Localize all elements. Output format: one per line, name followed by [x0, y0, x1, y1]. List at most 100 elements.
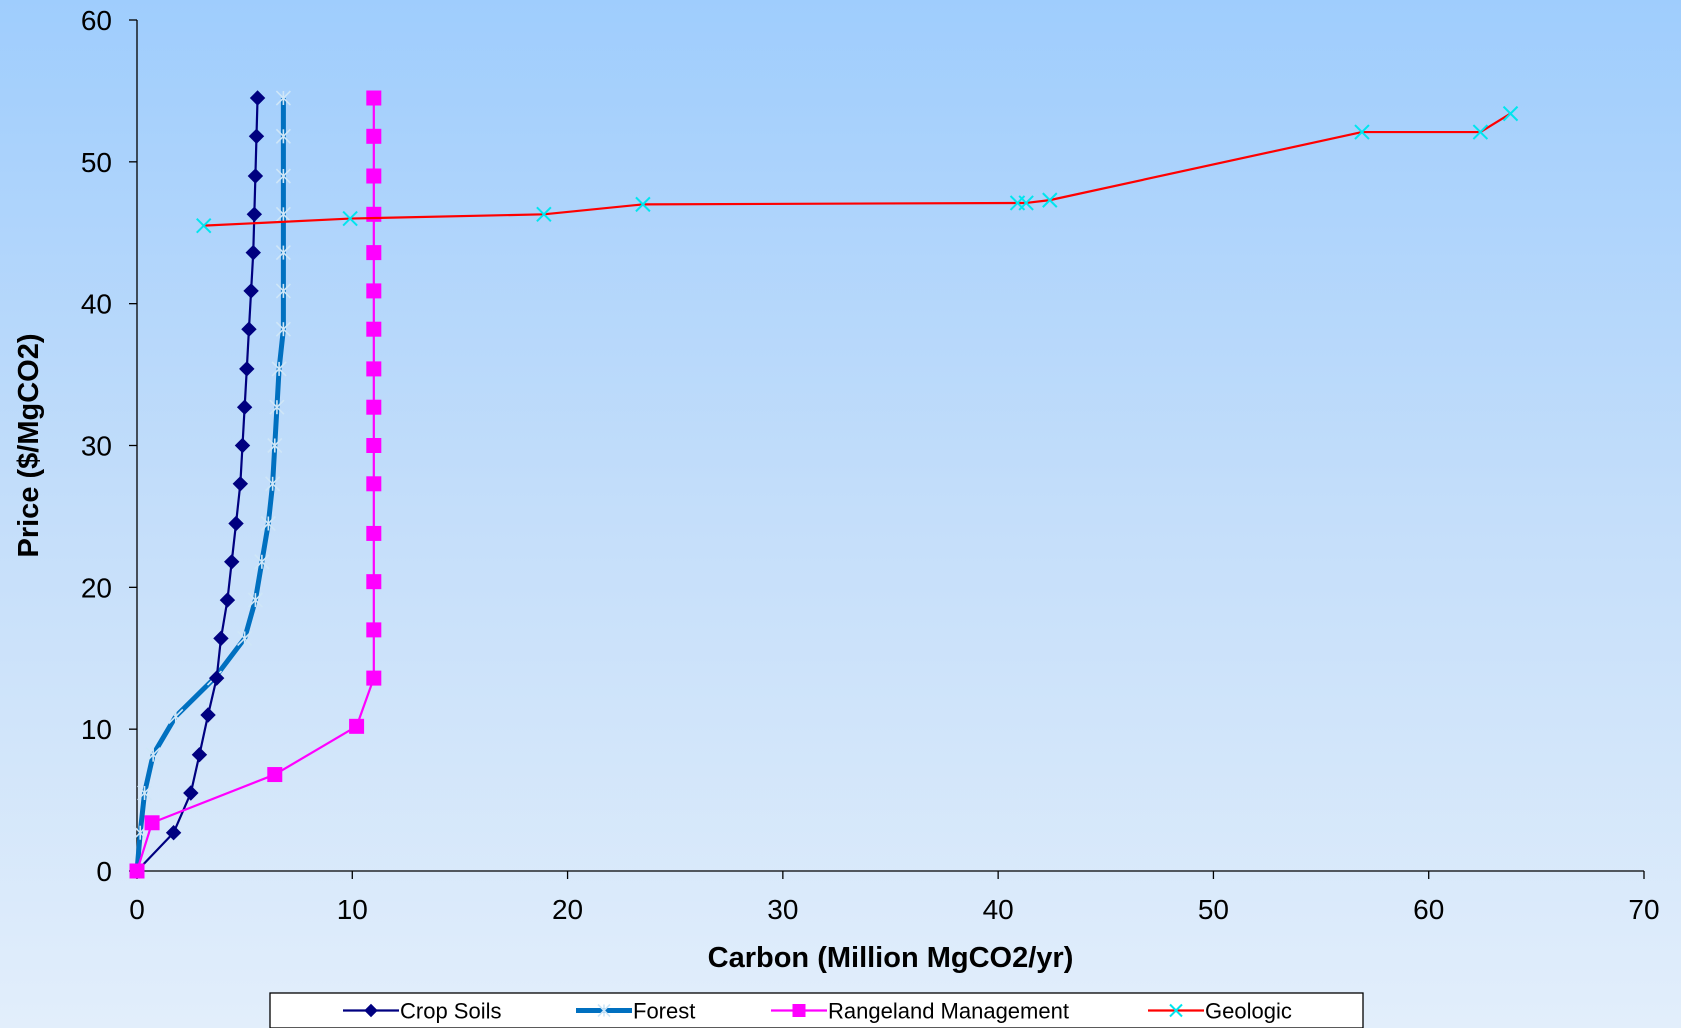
series-rangeland-management	[129, 90, 382, 879]
square-marker	[366, 90, 382, 106]
legend-label: Rangeland Management	[828, 999, 1069, 1024]
square-marker	[129, 863, 145, 879]
star-marker	[275, 206, 291, 222]
series-geologic	[196, 105, 1519, 234]
square-marker	[366, 525, 382, 541]
diamond-marker	[236, 399, 253, 415]
square-marker	[792, 1004, 806, 1017]
diamond-marker	[213, 630, 229, 647]
diamond-marker	[165, 824, 182, 841]
x-marker-stroke	[1018, 195, 1034, 211]
x-marker-stroke	[1502, 105, 1519, 122]
square-marker	[144, 815, 160, 831]
star-marker	[597, 1003, 611, 1018]
series-line	[203, 112, 1512, 227]
x-marker	[342, 210, 358, 227]
star-marker	[136, 785, 153, 801]
star-marker	[275, 321, 291, 337]
x-tick-label: 20	[552, 894, 583, 925]
diamond-marker	[183, 785, 199, 801]
x-marker-stroke	[1354, 124, 1370, 140]
square-marker	[267, 767, 283, 783]
y-tick-label: 30	[81, 431, 112, 462]
square-marker	[366, 438, 382, 453]
y-tick-label: 20	[81, 572, 112, 603]
x-marker-stroke	[635, 196, 651, 213]
y-tick-label: 10	[81, 714, 112, 745]
legend-item: Forest	[576, 999, 695, 1024]
diamond-marker	[228, 515, 244, 532]
y-tick-label: 40	[81, 289, 112, 320]
legend-label: Geologic	[1205, 999, 1292, 1024]
diamond-marker	[246, 206, 263, 223]
star-marker	[275, 168, 291, 184]
star-marker	[247, 592, 263, 608]
star-marker	[267, 437, 283, 454]
star-marker	[275, 245, 291, 261]
square-marker	[366, 399, 382, 415]
star-marker	[260, 515, 276, 532]
legend-label: Forest	[633, 999, 695, 1024]
x-marker	[1472, 124, 1489, 140]
x-tick-label: 30	[767, 894, 798, 925]
x-tick-label: 60	[1413, 894, 1444, 925]
star-marker	[271, 361, 287, 377]
diamond-marker	[247, 168, 264, 184]
legend-item: Rangeland Management	[771, 999, 1069, 1024]
square-marker	[366, 168, 382, 184]
x-marker	[1042, 192, 1058, 208]
y-tick-label: 50	[81, 147, 112, 178]
x-marker-stroke	[536, 206, 552, 223]
x-tick-label: 70	[1628, 894, 1659, 925]
axes: 0 10 20 30 40 50 60 0 10 20 30 40 50 60 70	[81, 5, 1660, 925]
diamond-marker	[364, 1003, 378, 1018]
x-marker-stroke	[1169, 1003, 1183, 1018]
star-marker	[168, 708, 184, 724]
legend: Crop Soils Forest Rangeland Management Geol…	[269, 992, 1364, 1028]
star-marker	[275, 90, 291, 106]
x-marker-stroke	[1472, 124, 1489, 140]
y-tick-label: 0	[96, 856, 112, 887]
x-tick-label: 50	[1198, 894, 1229, 925]
x-marker-stroke	[342, 210, 358, 227]
x-tick-label: 40	[983, 894, 1014, 925]
diamond-marker	[200, 707, 216, 723]
diamond-marker	[245, 244, 261, 261]
square-marker	[366, 245, 382, 261]
series-forest	[129, 90, 291, 879]
x-marker	[1502, 105, 1519, 122]
series-layer	[129, 90, 1519, 879]
square-marker	[366, 128, 382, 144]
diamond-marker	[232, 476, 249, 492]
legend-item: Crop Soils	[343, 999, 501, 1024]
x-marker	[1169, 1003, 1183, 1018]
legend-label: Crop Soils	[400, 999, 501, 1024]
star-marker	[254, 554, 270, 570]
square-marker	[366, 361, 382, 377]
diamond-marker	[243, 283, 259, 299]
x-marker	[635, 196, 651, 213]
star-marker	[237, 630, 253, 646]
x-marker-stroke	[196, 217, 212, 234]
legend-item: Geologic	[1148, 999, 1292, 1024]
x-marker-stroke	[1042, 192, 1058, 208]
square-marker	[366, 321, 382, 337]
star-marker	[265, 476, 281, 492]
diamond-marker	[219, 592, 236, 608]
x-tick-label: 10	[337, 894, 368, 925]
x-axis-title: Carbon (Million MgCO2/yr)	[708, 942, 1074, 974]
star-marker	[275, 128, 291, 144]
y-axis-title: Price ($/MgCO2)	[13, 334, 45, 558]
square-marker	[366, 476, 382, 492]
x-marker	[196, 217, 212, 234]
x-marker	[536, 206, 552, 223]
square-marker	[366, 670, 382, 686]
star-marker	[145, 747, 161, 763]
square-marker	[366, 574, 382, 590]
diamond-marker	[248, 128, 265, 145]
y-tick-label: 60	[81, 5, 112, 36]
diamond-marker	[239, 361, 255, 377]
star-marker	[269, 399, 285, 415]
